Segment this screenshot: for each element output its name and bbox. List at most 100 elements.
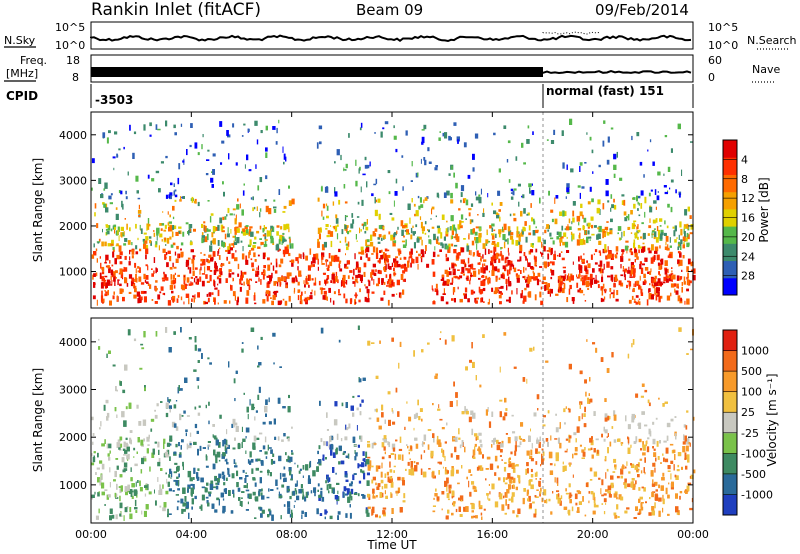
echo-cell: [511, 462, 515, 469]
echo-cell: [386, 285, 390, 287]
echo-cell: [554, 477, 556, 483]
echo-cell: [534, 472, 537, 477]
echo-cell: [181, 508, 184, 514]
echo-cell: [598, 225, 602, 233]
echo-cell: [578, 256, 580, 262]
echo-cell: [455, 508, 458, 513]
echo-cell: [685, 425, 688, 430]
echo-cell: [660, 485, 664, 491]
echo-cell: [650, 268, 652, 273]
echo-cell: [162, 484, 164, 489]
echo-cell: [513, 188, 517, 191]
echo-cell: [353, 473, 357, 475]
echo-cell: [453, 122, 457, 126]
echo-cell: [523, 252, 526, 257]
echo-cell: [310, 292, 313, 295]
echo-cell: [129, 437, 132, 444]
echo-cell: [170, 280, 174, 285]
echo-cell: [375, 252, 379, 259]
echo-cell: [355, 234, 357, 240]
echo-cell: [587, 448, 592, 451]
echo-cell: [241, 497, 243, 499]
echo-cell: [523, 488, 526, 492]
echo-cell: [391, 262, 393, 267]
echo-cell: [543, 415, 546, 418]
echo-cell: [496, 439, 499, 444]
echo-cell: [392, 235, 396, 240]
echo-cell: [293, 290, 295, 294]
echo-cell: [480, 188, 482, 195]
echo-cell: [165, 244, 167, 246]
echo-cell: [125, 190, 127, 195]
echo-cell: [628, 299, 632, 304]
echo-cell: [523, 439, 526, 442]
echo-cell: [273, 290, 277, 298]
echo-cell: [358, 267, 362, 271]
colorbar-swatch: [723, 140, 737, 158]
echo-cell: [324, 294, 327, 301]
echo-cell: [410, 227, 413, 234]
echo-cell: [176, 480, 180, 486]
echo-cell: [218, 473, 222, 479]
echo-cell: [483, 263, 486, 267]
echo-cell: [487, 495, 489, 500]
echo-cell: [435, 283, 438, 288]
echo-cell: [257, 345, 259, 350]
echo-cell: [621, 466, 623, 471]
echo-cell: [624, 268, 628, 272]
echo-cell: [366, 239, 370, 243]
echo-cell: [670, 283, 675, 288]
echo-cell: [405, 130, 408, 136]
echo-cell: [242, 229, 246, 236]
echo-cell: [437, 242, 440, 245]
echo-cell: [570, 168, 574, 173]
echo-cell: [653, 452, 657, 457]
echo-cell: [665, 274, 668, 281]
echo-cell: [200, 263, 203, 266]
echo-cell: [179, 413, 182, 421]
echo-cell: [640, 470, 643, 474]
echo-cell: [459, 514, 463, 517]
echo-cell: [168, 488, 172, 492]
echo-cell: [309, 248, 312, 255]
echo-cell: [225, 439, 228, 446]
echo-cell: [267, 264, 271, 271]
echo-cell: [359, 274, 363, 282]
echo-cell: [483, 259, 487, 262]
echo-cell: [327, 264, 329, 270]
echo-cell: [559, 442, 562, 449]
echo-cell: [273, 199, 276, 202]
echo-cell: [217, 250, 219, 256]
echo-cell: [475, 237, 479, 244]
echo-cell: [297, 266, 299, 271]
echo-cell: [320, 288, 323, 295]
echo-cell: [143, 510, 147, 517]
echo-cell: [607, 136, 610, 143]
echo-cell: [257, 458, 261, 462]
echo-cell: [442, 281, 446, 286]
freq-tick-high: 18: [66, 54, 80, 67]
echo-cell: [262, 274, 265, 280]
echo-cell: [139, 299, 142, 303]
echo-cell: [244, 164, 246, 169]
echo-cell: [539, 436, 541, 441]
echo-cell: [289, 260, 293, 263]
echo-cell: [182, 487, 186, 494]
echo-cell: [106, 137, 109, 144]
echo-cell: [246, 406, 249, 413]
echo-cell: [684, 209, 688, 216]
echo-cell: [294, 462, 296, 465]
echo-cell: [334, 495, 339, 500]
echo-cell: [640, 292, 644, 296]
echo-cell: [442, 293, 446, 295]
echo-cell: [580, 270, 582, 273]
echo-cell: [629, 276, 633, 278]
echo-cell: [469, 279, 471, 285]
echo-cell: [424, 159, 427, 166]
echo-cell: [420, 158, 422, 164]
echo-cell: [241, 491, 245, 493]
echo-cell: [511, 239, 514, 245]
echo-cell: [527, 212, 530, 216]
echo-cell: [173, 266, 177, 269]
echo-cell: [137, 298, 140, 304]
